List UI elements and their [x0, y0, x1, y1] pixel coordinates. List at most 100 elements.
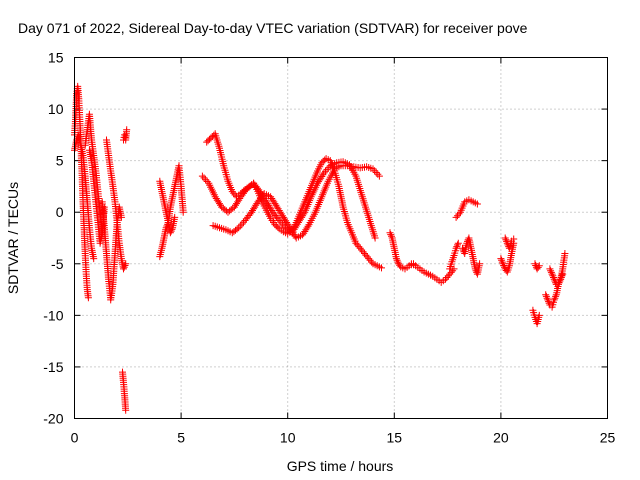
- data-point: [166, 229, 174, 237]
- data-point: [202, 176, 210, 184]
- grid: [74, 57, 608, 419]
- series-sat-t: [501, 234, 518, 252]
- y-tick-label: -5: [51, 256, 64, 272]
- data-point: [322, 167, 329, 175]
- data-point: [371, 234, 379, 242]
- data-point: [473, 200, 481, 208]
- y-tick-label: -10: [43, 307, 63, 323]
- data-point: [121, 262, 129, 269]
- data-point: [236, 222, 244, 230]
- data-point: [372, 169, 380, 176]
- data-point: [449, 267, 457, 275]
- data-point: [392, 255, 400, 263]
- data-point: [550, 296, 558, 304]
- data-point: [550, 274, 557, 281]
- data-point: [498, 256, 506, 264]
- x-tick-label: 10: [280, 430, 296, 446]
- x-tick-label: 5: [177, 430, 185, 446]
- series-sat-j: [156, 177, 179, 237]
- data-point: [476, 260, 484, 268]
- series-sat-v: [531, 260, 543, 273]
- data-point: [452, 213, 460, 221]
- data-point: [388, 232, 395, 240]
- data-point: [323, 165, 331, 173]
- data-point: [561, 250, 569, 257]
- y-tick-label: 10: [48, 101, 64, 117]
- data-point: [453, 243, 461, 251]
- data-point: [394, 258, 402, 266]
- data-point: [378, 264, 385, 272]
- data-point: [352, 239, 360, 247]
- data-point: [120, 265, 127, 273]
- data-point: [123, 126, 131, 134]
- data-point: [171, 213, 179, 221]
- x-tick-label: 15: [387, 430, 403, 446]
- data-point: [544, 296, 552, 304]
- data-point: [454, 239, 462, 247]
- data-point: [534, 263, 542, 271]
- data-point: [374, 170, 382, 178]
- series-sat-u: [529, 306, 543, 328]
- data-point: [498, 258, 506, 266]
- y-axis-label: SDTVAR / TECUs: [5, 182, 21, 294]
- data-point: [452, 244, 460, 252]
- data-point: [274, 215, 282, 223]
- data-point: [122, 406, 130, 414]
- series-sat-f: [103, 136, 130, 273]
- data-point: [238, 220, 246, 228]
- data-point: [499, 260, 507, 268]
- data-point: [84, 294, 92, 302]
- series-sat-r: [459, 234, 484, 278]
- data-point: [179, 208, 187, 216]
- data-point: [543, 294, 551, 302]
- series-sat-c: [81, 110, 106, 237]
- data-point: [501, 234, 509, 242]
- data-point: [325, 164, 333, 172]
- data-point: [386, 229, 394, 237]
- data-point: [365, 255, 373, 263]
- data-point: [547, 268, 555, 276]
- x-tick-labels: 0 5 10 15 20 25: [71, 430, 616, 446]
- data-point: [200, 174, 208, 182]
- series-sat-l: [198, 158, 379, 242]
- series-sat-i: [156, 162, 187, 261]
- data-point: [304, 222, 312, 230]
- data-point: [233, 225, 241, 233]
- data-point: [549, 272, 557, 280]
- data-point: [274, 223, 282, 231]
- data-point: [120, 263, 128, 271]
- series-sat-x: [546, 250, 569, 288]
- data-point: [545, 298, 552, 306]
- data-point: [502, 236, 510, 244]
- data-point: [497, 255, 505, 263]
- plot-frame: [74, 57, 608, 419]
- data-points: [71, 82, 569, 414]
- data-point: [353, 241, 361, 249]
- data-point: [375, 172, 383, 180]
- data-point: [235, 224, 243, 232]
- x-axis-label: GPS time / hours: [287, 458, 394, 474]
- series-sat-s: [497, 239, 518, 276]
- data-point: [167, 227, 175, 235]
- axis-ticks: [74, 57, 608, 419]
- data-point: [168, 225, 176, 233]
- data-point: [320, 169, 328, 177]
- x-tick-label: 0: [71, 430, 79, 446]
- data-point: [371, 167, 379, 175]
- data-point: [550, 275, 558, 283]
- data-point: [444, 272, 452, 280]
- data-point: [455, 210, 463, 218]
- y-tick-label: 5: [56, 153, 64, 169]
- data-point: [510, 235, 518, 243]
- data-point: [546, 265, 554, 273]
- x-tick-label: 25: [600, 430, 616, 446]
- data-point: [545, 299, 553, 307]
- data-point: [531, 260, 539, 268]
- data-point: [556, 277, 563, 285]
- data-point: [90, 255, 98, 263]
- data-point: [547, 267, 555, 275]
- data-point: [203, 178, 211, 185]
- data-point: [198, 172, 206, 180]
- series-sat-k: [203, 130, 385, 272]
